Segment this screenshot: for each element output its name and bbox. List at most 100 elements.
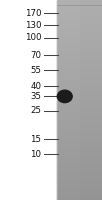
Bar: [57, 161, 79, 162]
Bar: [57, 157, 102, 158]
Bar: [57, 72, 102, 73]
Bar: [57, 111, 79, 112]
Bar: [0, 0, 57, 200]
Bar: [57, 180, 79, 181]
Bar: [57, 120, 79, 121]
Bar: [57, 165, 79, 166]
Bar: [57, 92, 79, 93]
Bar: [57, 188, 79, 189]
Bar: [57, 93, 79, 94]
Bar: [57, 53, 102, 54]
Bar: [57, 84, 79, 85]
Bar: [57, 66, 79, 67]
Bar: [57, 56, 102, 57]
Bar: [57, 184, 102, 185]
Bar: [57, 198, 79, 199]
Bar: [57, 28, 79, 29]
Bar: [57, 75, 102, 76]
Bar: [57, 64, 79, 65]
Bar: [57, 111, 102, 112]
Bar: [57, 197, 79, 198]
Bar: [57, 45, 79, 46]
Bar: [57, 90, 102, 91]
Bar: [57, 13, 79, 14]
Bar: [57, 106, 102, 107]
Bar: [57, 35, 102, 36]
Bar: [57, 41, 79, 42]
Bar: [57, 143, 79, 144]
Bar: [57, 23, 79, 24]
Bar: [57, 169, 79, 170]
Bar: [57, 97, 102, 98]
Bar: [57, 8, 102, 9]
Bar: [57, 52, 102, 53]
Bar: [57, 158, 102, 159]
Bar: [57, 135, 102, 136]
Bar: [57, 156, 79, 157]
Bar: [57, 101, 102, 102]
Bar: [57, 177, 102, 178]
Bar: [57, 182, 79, 183]
Bar: [57, 11, 79, 12]
Bar: [57, 55, 79, 56]
Bar: [57, 86, 79, 87]
Bar: [57, 28, 102, 29]
Bar: [57, 177, 79, 178]
Bar: [57, 148, 79, 149]
Text: 170: 170: [25, 8, 41, 18]
Bar: [57, 64, 102, 65]
Text: 25: 25: [30, 106, 41, 115]
Bar: [57, 15, 79, 16]
Bar: [57, 114, 79, 115]
Bar: [57, 132, 102, 133]
Bar: [57, 168, 79, 169]
Bar: [57, 41, 102, 42]
Bar: [57, 115, 102, 116]
Bar: [57, 50, 79, 51]
Bar: [57, 133, 102, 134]
Bar: [57, 188, 102, 189]
Bar: [57, 55, 102, 56]
Bar: [57, 68, 79, 69]
Bar: [57, 31, 79, 32]
Bar: [57, 144, 79, 145]
Bar: [57, 153, 79, 154]
Bar: [57, 189, 102, 190]
Bar: [57, 50, 102, 51]
Bar: [57, 4, 79, 5]
Text: 130: 130: [25, 21, 41, 29]
Bar: [57, 26, 79, 27]
Bar: [57, 72, 79, 73]
Bar: [57, 36, 79, 37]
Bar: [57, 164, 79, 165]
Bar: [57, 91, 102, 92]
Bar: [57, 2, 79, 3]
Bar: [57, 73, 79, 74]
Bar: [57, 137, 79, 138]
Bar: [57, 91, 79, 92]
Bar: [57, 1, 102, 2]
Bar: [57, 100, 102, 101]
Bar: [57, 39, 102, 40]
Bar: [57, 94, 102, 95]
Bar: [57, 195, 102, 196]
Bar: [57, 6, 79, 7]
Bar: [57, 9, 79, 10]
Bar: [57, 172, 102, 173]
Bar: [57, 100, 79, 101]
Bar: [57, 195, 79, 196]
Bar: [57, 151, 102, 152]
Bar: [57, 27, 102, 28]
Bar: [57, 48, 102, 49]
Bar: [57, 199, 102, 200]
Text: 40: 40: [30, 82, 41, 90]
Bar: [57, 46, 79, 47]
Bar: [57, 11, 102, 12]
Bar: [57, 2, 102, 3]
Bar: [57, 34, 79, 35]
Bar: [57, 165, 102, 166]
Bar: [57, 166, 102, 167]
Bar: [57, 181, 79, 182]
Bar: [57, 15, 102, 16]
Bar: [57, 42, 102, 43]
